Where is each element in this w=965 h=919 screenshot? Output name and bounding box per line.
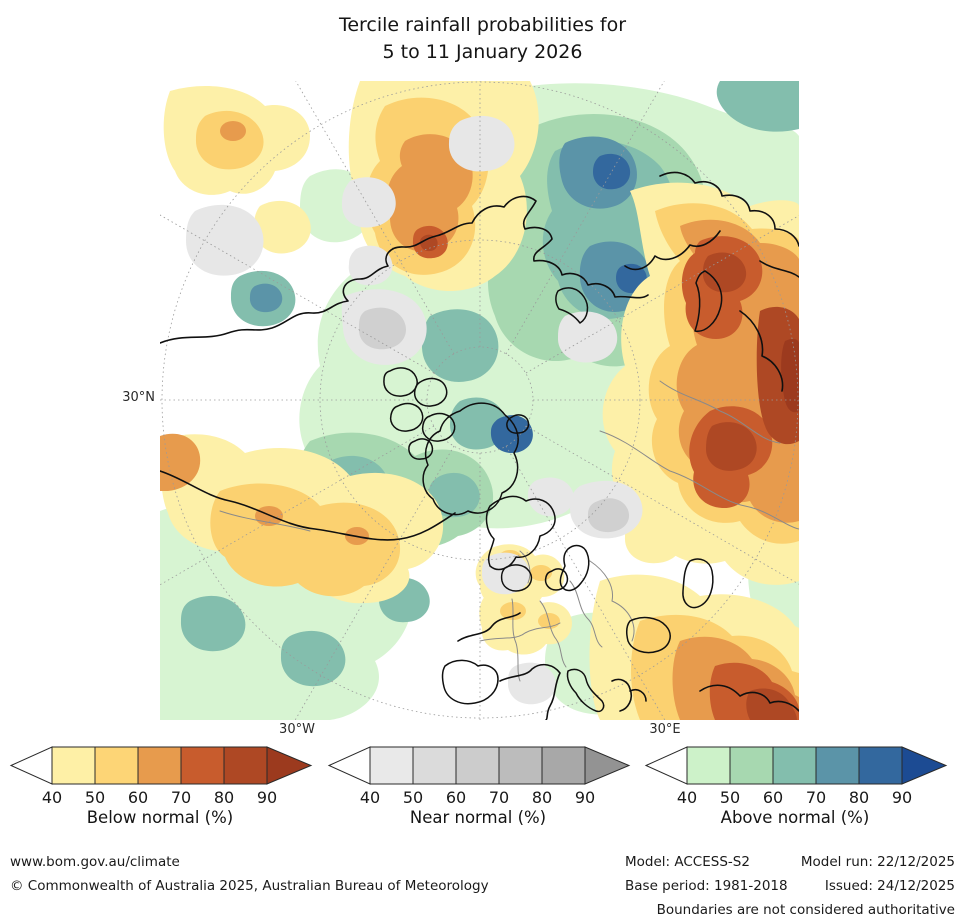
copyright-text: © Commonwealth of Australia 2025, Austra… (10, 878, 489, 894)
map-coastlines (160, 171, 799, 720)
legend-tick: 90 (574, 788, 596, 807)
boundaries-disclaimer: Boundaries are not considered authoritat… (656, 902, 955, 918)
legend-below-normal-ticks: 40 50 60 70 80 90 (10, 788, 312, 808)
website-link: www.bom.gov.au/climate (10, 854, 180, 870)
legend-tick: 40 (41, 788, 63, 807)
legend-tick: 60 (127, 788, 149, 807)
footer-left: www.bom.gov.au/climate © Commonwealth of… (10, 850, 489, 898)
map-shading-near-normal (186, 115, 643, 705)
legend-tick: 70 (805, 788, 827, 807)
longitude-label-30w: 30°W (279, 722, 315, 737)
legend-below-normal: 40 50 60 70 80 90 Below normal (%) (9, 746, 313, 834)
longitude-label-30e: 30°E (649, 722, 681, 737)
legend-above-normal: 40 50 60 70 80 90 Above normal (%) (644, 746, 948, 834)
model-run-label: Model run: 22/12/2025 (800, 854, 955, 870)
legend-near-normal-colorbar (327, 746, 631, 785)
legend-tick: 50 (402, 788, 424, 807)
legend-tick: 60 (445, 788, 467, 807)
legend-near-normal-title: Near normal (%) (409, 808, 547, 827)
base-period-label: Base period: 1981-2018 (625, 878, 788, 894)
legend-near-normal: 40 50 60 70 80 90 Near normal (%) (327, 746, 631, 834)
legend-tick: 40 (359, 788, 381, 807)
legend-above-normal-title: Above normal (%) (720, 808, 870, 827)
legend-tick: 40 (676, 788, 698, 807)
issued-label: Issued: 24/12/2025 (824, 878, 955, 894)
legend-below-normal-colorbar (9, 746, 313, 785)
legend-tick: 60 (762, 788, 784, 807)
polar-map (160, 81, 799, 720)
model-label: Model: ACCESS-S2 (625, 854, 750, 870)
title-line-1: Tercile rainfall probabilities for (338, 14, 627, 36)
legend-tick: 50 (719, 788, 741, 807)
page-title: Tercile rainfall probabilities for 5 to … (0, 12, 965, 66)
map-country-borders (219, 380, 799, 682)
legend-above-normal-colorbar (644, 746, 948, 785)
legend-tick: 90 (256, 788, 278, 807)
legend-tick: 80 (531, 788, 553, 807)
footer-right: Model: ACCESS-S2 Model run: 22/12/2025 B… (625, 850, 955, 919)
legend-below-normal-title: Below normal (%) (86, 808, 234, 827)
legend-tick: 70 (488, 788, 510, 807)
legend-tick: 90 (891, 788, 913, 807)
legend-near-normal-ticks: 40 50 60 70 80 90 (328, 788, 630, 808)
latitude-label-30n: 30°N (122, 390, 155, 405)
legend-tick: 50 (84, 788, 106, 807)
legend-above-normal-ticks: 40 50 60 70 80 90 (645, 788, 947, 808)
title-line-2: 5 to 11 January 2026 (382, 41, 583, 63)
legend-tick: 80 (848, 788, 870, 807)
legend-tick: 70 (170, 788, 192, 807)
map-image (160, 81, 799, 720)
legend-tick: 80 (213, 788, 235, 807)
map-graticule (160, 81, 799, 720)
